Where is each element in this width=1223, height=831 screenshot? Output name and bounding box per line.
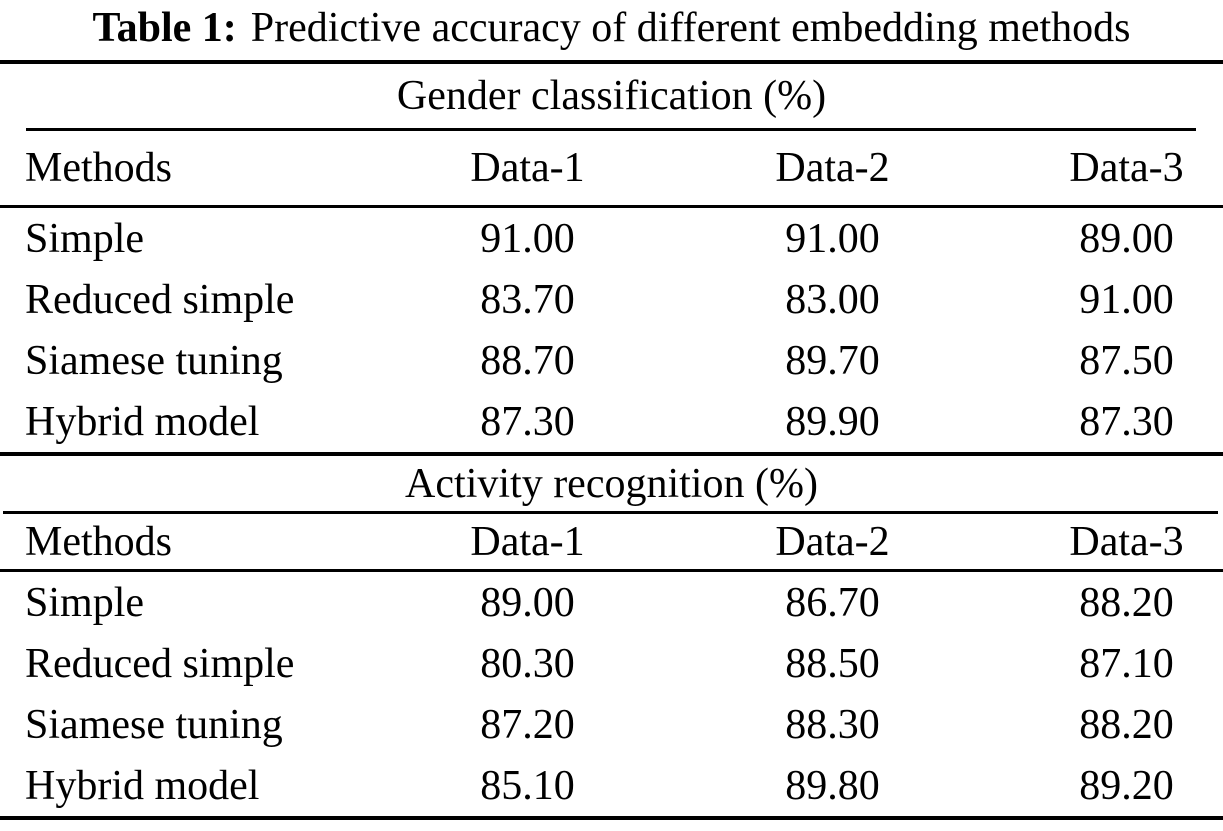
accuracy-value: 91.00 (785, 215, 880, 262)
section-divider-rule (0, 452, 1223, 456)
method-name: Simple (25, 579, 145, 626)
column-header-data-2: Data-2 (775, 145, 890, 191)
table-caption: Table 1: Predictive accuracy of differen… (0, 0, 1223, 60)
accuracy-value: 89.70 (785, 337, 880, 384)
column-header-data-2: Data-2 (775, 518, 890, 565)
table-row: Reduced simple 83.70 83.00 91.00 (0, 269, 1223, 330)
column-header-data-1: Data-1 (470, 145, 585, 191)
table-row: Reduced simple 80.30 88.50 87.10 (0, 633, 1223, 694)
accuracy-value: 87.30 (1079, 398, 1174, 445)
method-name: Hybrid model (25, 398, 260, 445)
method-name: Siamese tuning (25, 337, 283, 384)
accuracy-value: 88.30 (785, 701, 880, 748)
section-title-activity-recognition: Activity recognition (%) (405, 460, 818, 507)
accuracy-value: 89.80 (785, 762, 880, 809)
table-row: Simple 89.00 86.70 88.20 (0, 572, 1223, 633)
top-rule (0, 60, 1223, 64)
table-row: Siamese tuning 88.70 89.70 87.50 (0, 330, 1223, 391)
accuracy-value: 86.70 (785, 579, 880, 626)
section-1-header-underline (0, 205, 1223, 208)
column-header-data-3: Data-3 (1069, 145, 1184, 191)
method-name: Simple (25, 215, 145, 262)
table-row: Hybrid model 87.30 89.90 87.30 (0, 391, 1223, 452)
table-caption-label: Table 1: (92, 5, 237, 51)
accuracy-value: 89.00 (480, 579, 575, 626)
section-2-title-underline (3, 511, 1218, 514)
accuracy-value: 89.00 (1079, 215, 1174, 262)
accuracy-value: 80.30 (480, 640, 575, 687)
section-1-title-underline (26, 128, 1196, 131)
accuracy-value: 85.10 (480, 762, 575, 809)
section-2-header-underline (0, 569, 1223, 572)
accuracy-value: 91.00 (480, 215, 575, 262)
column-header-methods: Methods (25, 518, 172, 565)
section-1-header-row: Methods Data-1 Data-2 Data-3 (0, 131, 1223, 205)
table-row: Simple 91.00 91.00 89.00 (0, 208, 1223, 269)
accuracy-value: 83.70 (480, 276, 575, 323)
accuracy-value: 89.20 (1079, 762, 1174, 809)
accuracy-value: 83.00 (785, 276, 880, 323)
accuracy-value: 88.70 (480, 337, 575, 384)
accuracy-value: 87.30 (480, 398, 575, 445)
bottom-rule (0, 816, 1223, 820)
accuracy-value: 89.90 (785, 398, 880, 445)
accuracy-value: 91.00 (1079, 276, 1174, 323)
table-caption-text: Predictive accuracy of different embeddi… (250, 5, 1131, 51)
section-2-header-row: Methods Data-1 Data-2 Data-3 (0, 514, 1223, 569)
method-name: Reduced simple (25, 276, 295, 323)
table-row: Siamese tuning 87.20 88.30 88.20 (0, 694, 1223, 755)
accuracy-value: 88.20 (1079, 579, 1174, 626)
method-name: Hybrid model (25, 762, 260, 809)
accuracy-value: 88.20 (1079, 701, 1174, 748)
column-header-data-3: Data-3 (1069, 518, 1184, 565)
accuracy-value: 87.20 (480, 701, 575, 748)
column-header-data-1: Data-1 (470, 518, 585, 565)
column-header-methods: Methods (25, 145, 172, 191)
method-name: Reduced simple (25, 640, 295, 687)
section-title-gender-classification: Gender classification (%) (396, 73, 827, 119)
accuracy-value: 87.50 (1079, 337, 1174, 384)
accuracy-value: 87.10 (1079, 640, 1174, 687)
method-name: Siamese tuning (25, 701, 283, 748)
accuracy-value: 88.50 (785, 640, 880, 687)
table-row: Hybrid model 85.10 89.80 89.20 (0, 755, 1223, 816)
